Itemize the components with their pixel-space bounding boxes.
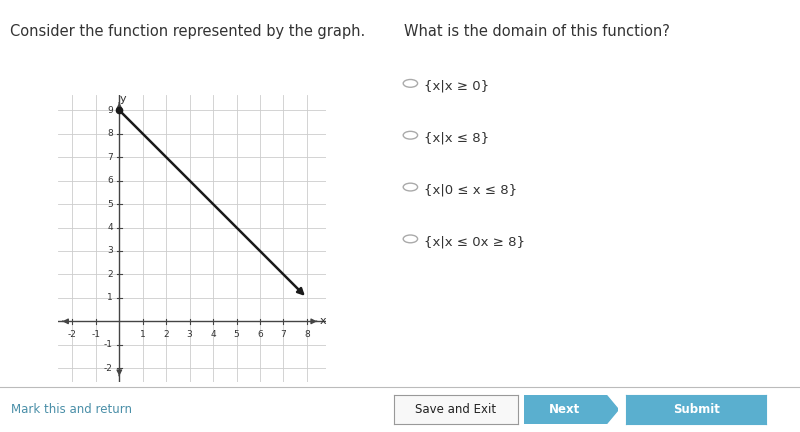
Text: x: x <box>320 316 326 326</box>
Text: 3: 3 <box>186 330 193 339</box>
Text: Next: Next <box>549 403 580 416</box>
Text: -1: -1 <box>91 330 100 339</box>
Text: Mark this and return: Mark this and return <box>11 403 132 416</box>
Text: 7: 7 <box>107 152 113 162</box>
Text: 5: 5 <box>234 330 239 339</box>
Text: {x|x ≤ 0x ≥ 8}: {x|x ≤ 0x ≥ 8} <box>424 235 525 248</box>
Text: 5: 5 <box>107 200 113 209</box>
Text: 6: 6 <box>257 330 263 339</box>
Text: Submit: Submit <box>673 403 720 416</box>
Text: 2: 2 <box>163 330 169 339</box>
Text: Save and Exit: Save and Exit <box>415 403 496 416</box>
Text: 9: 9 <box>107 106 113 115</box>
Text: 4: 4 <box>107 223 113 232</box>
Text: 2: 2 <box>107 270 113 279</box>
Text: 1: 1 <box>107 293 113 302</box>
Text: 4: 4 <box>210 330 216 339</box>
Text: What is the domain of this function?: What is the domain of this function? <box>404 24 670 39</box>
Text: 3: 3 <box>107 247 113 255</box>
Text: {x|0 ≤ x ≤ 8}: {x|0 ≤ x ≤ 8} <box>424 184 517 197</box>
Polygon shape <box>524 395 618 424</box>
Text: {x|x ≥ 0}: {x|x ≥ 0} <box>424 80 489 93</box>
Text: 1: 1 <box>140 330 146 339</box>
Text: -1: -1 <box>104 340 113 349</box>
Text: -2: -2 <box>104 364 113 373</box>
Text: 7: 7 <box>281 330 286 339</box>
Text: 6: 6 <box>107 176 113 185</box>
Text: 8: 8 <box>304 330 310 339</box>
Text: y: y <box>119 94 126 104</box>
Text: -2: -2 <box>68 330 77 339</box>
Text: 8: 8 <box>107 129 113 138</box>
Text: Consider the function represented by the graph.: Consider the function represented by the… <box>10 24 365 39</box>
Text: {x|x ≤ 8}: {x|x ≤ 8} <box>424 132 489 145</box>
